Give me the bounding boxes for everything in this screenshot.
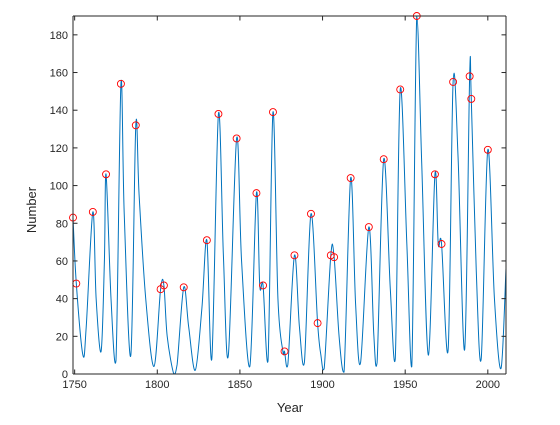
peak-marker [131,121,140,130]
peak-marker [102,170,111,179]
peak-marker [232,134,241,143]
peak-marker [465,72,474,81]
y-tick-label: 20 [56,331,68,343]
y-tick-label: 60 [56,256,68,268]
peak-marker [396,85,405,94]
peak-marker [307,209,315,218]
peak-marker [88,208,97,216]
peak-marker [202,236,211,245]
peak-marker [330,253,339,262]
y-tick-label: 120 [50,143,68,155]
x-tick-label: 1900 [310,379,334,391]
peak-marker [269,108,277,117]
peak-marker [159,281,168,290]
x-tick-label: 1800 [145,379,169,391]
peak-marker [346,174,355,182]
series-layer [72,15,507,375]
y-tick-label: 160 [50,68,68,80]
peak-marker [483,145,492,154]
plot-area [73,16,506,374]
peak-marker [116,79,125,88]
y-tick-label: 140 [50,105,68,117]
y-axis-label: Number [24,186,39,233]
peak-marker [467,94,476,103]
peak-marker [364,223,373,231]
peak-marker [449,77,458,86]
x-tick-label: 1950 [393,379,417,391]
x-tick-label: 1750 [62,379,86,391]
y-tick-label: 0 [62,369,68,381]
peak-marker [259,281,268,290]
plot-background [73,16,506,374]
y-tick-label: 100 [50,181,68,193]
x-tick-label: 1850 [228,379,252,391]
peak-marker [252,189,261,198]
peak-marker [437,240,446,248]
x-tick-label: 2000 [476,379,500,391]
peak-marker [214,110,223,118]
peak-marker [280,347,289,356]
x-axis-label: Year [277,400,304,415]
peak-marker [379,155,388,164]
axes-layer [72,15,507,375]
peak-marker [290,251,299,260]
y-tick-label: 40 [56,294,68,306]
y-tick-label: 80 [56,218,68,230]
peak-marker [179,283,188,292]
ticks-layer: 1750 1800 1850 1900 1950 2000 0 20 40 60 80 100 120 1… [50,16,506,391]
peak-marker [430,170,439,179]
y-tick-label: 180 [50,30,68,42]
marker-layer [69,12,492,356]
peak-marker [313,319,322,328]
series-line-0 [72,15,507,375]
